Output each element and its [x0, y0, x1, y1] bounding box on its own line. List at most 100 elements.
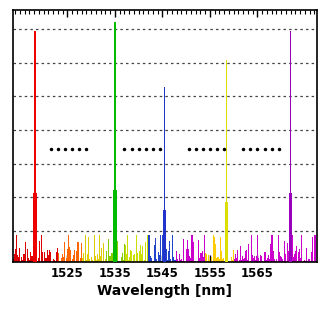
Bar — [112, 253, 113, 262]
Bar — [304, 260, 305, 262]
Bar — [225, 244, 226, 262]
Bar — [297, 261, 298, 262]
Bar — [229, 261, 230, 262]
Bar — [35, 238, 36, 262]
Bar — [103, 243, 104, 262]
Bar — [118, 236, 119, 262]
Bar — [177, 259, 178, 262]
Bar — [176, 252, 177, 262]
Bar — [145, 242, 146, 262]
Bar — [39, 241, 40, 262]
Bar — [250, 261, 251, 262]
Bar — [310, 261, 311, 262]
Bar — [87, 254, 88, 262]
Bar — [264, 252, 265, 262]
Bar — [58, 252, 59, 262]
Bar — [160, 235, 161, 262]
Bar — [164, 87, 165, 262]
Bar — [274, 257, 275, 262]
Bar — [249, 250, 250, 262]
Bar — [29, 259, 30, 262]
Bar — [210, 261, 211, 262]
Bar — [260, 255, 261, 262]
Bar — [30, 252, 31, 262]
Bar — [139, 251, 140, 262]
Bar — [314, 235, 315, 262]
Bar — [22, 260, 23, 262]
Bar — [230, 261, 231, 262]
Bar — [303, 261, 304, 262]
Bar — [62, 254, 63, 262]
Bar — [286, 261, 287, 262]
Bar — [206, 254, 207, 262]
Bar — [53, 260, 54, 262]
Bar — [246, 250, 247, 262]
Bar — [179, 258, 180, 262]
Bar — [31, 256, 32, 262]
Bar — [212, 261, 213, 262]
Bar — [105, 259, 106, 262]
Bar — [215, 244, 216, 262]
Bar — [225, 202, 228, 262]
Bar — [90, 253, 91, 262]
Bar — [242, 256, 243, 262]
Bar — [283, 261, 284, 262]
Bar — [124, 256, 125, 262]
Bar — [259, 261, 260, 262]
Bar — [94, 235, 95, 262]
Bar — [219, 260, 220, 262]
Bar — [289, 193, 292, 262]
Bar — [43, 261, 44, 262]
Bar — [81, 243, 82, 262]
Bar — [75, 261, 76, 262]
Bar — [74, 251, 75, 262]
Bar — [305, 261, 306, 262]
Bar — [266, 260, 267, 262]
Bar — [194, 261, 195, 262]
Bar — [232, 260, 233, 262]
Bar — [40, 259, 41, 262]
Bar — [100, 256, 101, 262]
Bar — [141, 254, 142, 262]
Bar — [157, 254, 158, 262]
Bar — [217, 257, 218, 262]
Bar — [208, 255, 209, 262]
Bar — [86, 260, 87, 262]
Bar — [133, 255, 134, 262]
Bar — [262, 261, 263, 262]
Bar — [236, 258, 237, 262]
Bar — [136, 235, 137, 262]
Bar — [70, 250, 71, 262]
Bar — [311, 252, 312, 262]
Bar — [115, 247, 116, 262]
Bar — [234, 259, 235, 262]
Bar — [66, 259, 67, 262]
Bar — [158, 252, 159, 262]
Bar — [55, 261, 56, 262]
Bar — [101, 248, 102, 262]
Bar — [65, 258, 66, 262]
Bar — [72, 260, 73, 262]
Bar — [181, 259, 182, 262]
Bar — [34, 258, 35, 262]
Bar — [88, 237, 89, 262]
Bar — [270, 244, 271, 262]
Bar — [290, 261, 291, 262]
Bar — [213, 250, 214, 262]
Bar — [214, 237, 215, 262]
Bar — [287, 243, 288, 262]
Bar — [107, 261, 108, 262]
Bar — [28, 258, 29, 262]
Bar — [84, 261, 85, 262]
Bar — [281, 257, 282, 262]
Bar — [267, 258, 268, 262]
Bar — [97, 254, 98, 262]
Bar — [271, 235, 272, 262]
Bar — [26, 248, 27, 262]
Bar — [59, 253, 60, 262]
Bar — [277, 260, 278, 262]
Bar — [243, 246, 244, 262]
Bar — [47, 250, 48, 262]
Bar — [56, 252, 57, 262]
Bar — [163, 210, 166, 262]
